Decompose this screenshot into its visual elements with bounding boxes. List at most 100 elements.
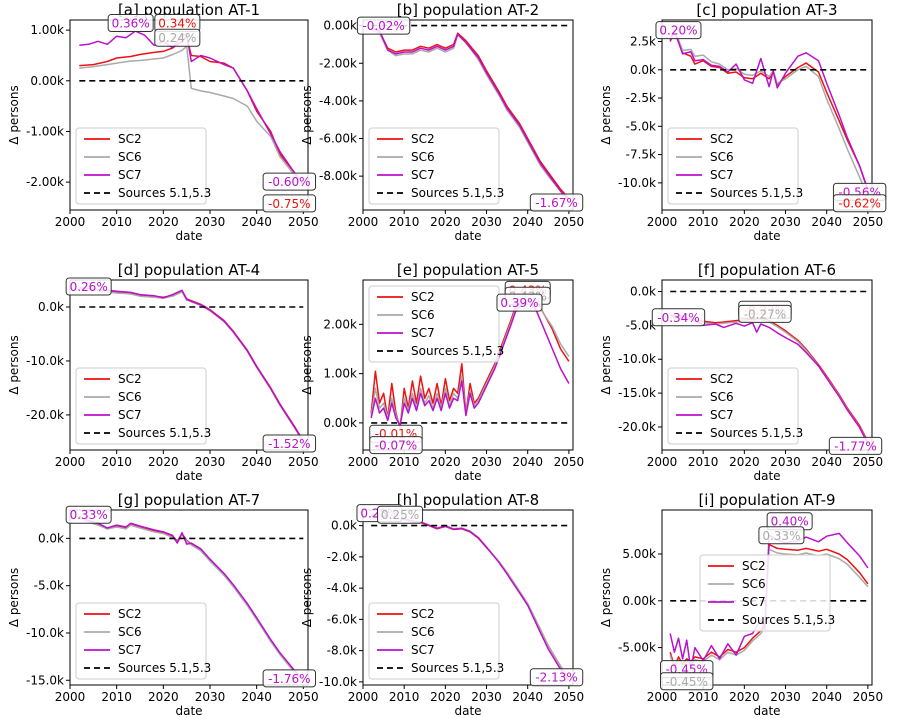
legend-label: Sources 5.1,5.3	[411, 661, 504, 675]
annotation: 0.24%	[154, 28, 201, 47]
legend-label: Sources 5.1,5.3	[411, 186, 504, 200]
annotation: 0.34%	[154, 14, 201, 33]
annotation-label: -2.13%	[535, 671, 577, 685]
panel-2: [b] population AT-2 2000 2010 2020 2030 2040 2…	[300, 1, 584, 243]
y-tick-label: -10.0k	[26, 626, 64, 640]
annotation-label: 0.40%	[771, 515, 809, 529]
y-tick-label: -5.0k	[626, 119, 656, 133]
legend-label: SC7	[411, 168, 435, 182]
y-axis-label: Δ persons	[7, 85, 21, 144]
annotation: -1.52%	[262, 434, 317, 453]
legend: SC2 SC6 SC7 Sources 5.1,5.3	[368, 285, 504, 363]
y-axis-label: Δ persons	[300, 568, 314, 627]
series-line-sc7	[669, 29, 869, 190]
annotation: -1.67%	[529, 193, 584, 212]
annotation-box	[738, 304, 792, 323]
annotation-label: -0.62%	[838, 197, 880, 211]
y-tick-label: -4.0k	[327, 581, 357, 595]
legend: SC2 SC6 SC7 Sources 5.1,5.3	[368, 602, 504, 680]
annotation-label: -1.76%	[268, 672, 310, 686]
legend-label: SC6	[118, 390, 142, 404]
legend: SC2 SC6 SC7 Sources 5.1,5.3	[699, 554, 835, 632]
annotation-label: 0.39%	[500, 296, 538, 310]
x-tick-label: 2020	[430, 690, 461, 704]
x-tick-label: 2020	[729, 455, 760, 469]
plot-frame	[661, 19, 873, 211]
annotation-label: 0.33%	[70, 508, 108, 522]
legend-label: SC2	[411, 290, 435, 304]
series-line-sc6	[79, 45, 304, 188]
y-tick-label: 5.00k	[622, 547, 656, 561]
y-tick-label: 0.0k	[38, 531, 64, 545]
y-tick-label: -15.0k	[26, 673, 64, 687]
panel-title: [h] population AT-8	[397, 491, 539, 509]
legend-label: SC6	[411, 308, 435, 322]
y-tick-label: -8.0k	[327, 644, 357, 658]
legend: SC2 SC6 SC7 Sources 5.1,5.3	[75, 127, 211, 205]
x-tick-label: 2040	[241, 215, 272, 229]
x-tick-label: 2000	[647, 215, 678, 229]
annotation-label: 0.34%	[158, 17, 196, 31]
x-tick-label: 2010	[688, 690, 719, 704]
x-tick-label: 2020	[430, 215, 461, 229]
x-tick-label: 2030	[770, 455, 801, 469]
legend-label: SC7	[411, 643, 435, 657]
x-tick-label: 2010	[389, 455, 420, 469]
y-tick-label: 2.5k	[630, 34, 656, 48]
x-tick-label: 2030	[770, 690, 801, 704]
legend-label: SC6	[118, 150, 142, 164]
y-tick-label: -5.0k	[34, 579, 64, 593]
plot-frame	[362, 279, 574, 451]
annotation-label: 0.36%	[112, 17, 150, 31]
y-tick-label: 0.00k	[622, 594, 656, 608]
panel-title: [e] population AT-5	[397, 261, 539, 279]
panel-title: [i] population AT-9	[698, 491, 835, 509]
legend-label: Sources 5.1,5.3	[411, 344, 504, 358]
x-tick-label: 2020	[729, 690, 760, 704]
annotation: 0.40%	[766, 512, 813, 531]
y-tick-label: 0.0k	[38, 300, 64, 314]
annotation-label: -1.67%	[535, 196, 577, 210]
legend-box	[368, 602, 500, 680]
x-tick-label: 2000	[348, 215, 379, 229]
annotation: 0.33%	[758, 526, 805, 545]
y-tick-label: -5.00k	[618, 641, 656, 655]
annotation-box	[262, 434, 317, 453]
x-tick-label: 2050	[853, 455, 884, 469]
x-tick-label: 2040	[512, 215, 543, 229]
panel-4: [d] population AT-4 2000 2010 2020 2030 2040 2…	[7, 261, 319, 483]
x-tick-label: 2010	[688, 215, 719, 229]
legend-box	[75, 127, 207, 205]
x-tick-label: 2010	[389, 690, 420, 704]
x-tick-label: 2050	[853, 215, 884, 229]
legend-label: SC7	[118, 408, 142, 422]
annotation: -0.34%	[651, 308, 706, 327]
y-axis-label: Δ persons	[300, 85, 314, 144]
annotation: -0.02%	[356, 16, 411, 35]
y-tick-label: 0.00k	[323, 416, 357, 430]
x-tick-label: 2000	[348, 455, 379, 469]
annotation-box	[758, 526, 805, 545]
annotation-box	[262, 172, 317, 191]
legend: SC2 SC6 SC7 Sources 5.1,5.3	[75, 367, 211, 445]
y-tick-label: 0.00k	[323, 19, 357, 33]
y-tick-label: -4.00k	[319, 94, 357, 108]
panel-title: [d] population AT-4	[118, 261, 260, 279]
panel-title: [a] population AT-1	[118, 1, 260, 19]
x-tick-label: 2050	[288, 455, 319, 469]
panel-6: [f] population AT-6 2000 2010 2020 2030 2040 2…	[599, 261, 883, 483]
annotation: 0.20%	[655, 21, 702, 40]
plot-frame	[69, 509, 309, 686]
x-tick-label: 2020	[148, 455, 179, 469]
annotation: -0.27%	[738, 304, 792, 323]
x-tick-label: 2030	[471, 690, 502, 704]
legend-label: SC6	[710, 390, 734, 404]
y-tick-label: 0.0k	[331, 519, 357, 533]
y-tick-label: -1.00k	[26, 124, 64, 138]
series-group	[79, 515, 304, 682]
x-tick-label: 2030	[471, 455, 502, 469]
annotation-label: -1.52%	[268, 437, 310, 451]
y-tick-label: -5.0k	[626, 318, 656, 332]
x-axis-label: date	[753, 469, 780, 483]
panel-title: [f] population AT-6	[698, 261, 836, 279]
